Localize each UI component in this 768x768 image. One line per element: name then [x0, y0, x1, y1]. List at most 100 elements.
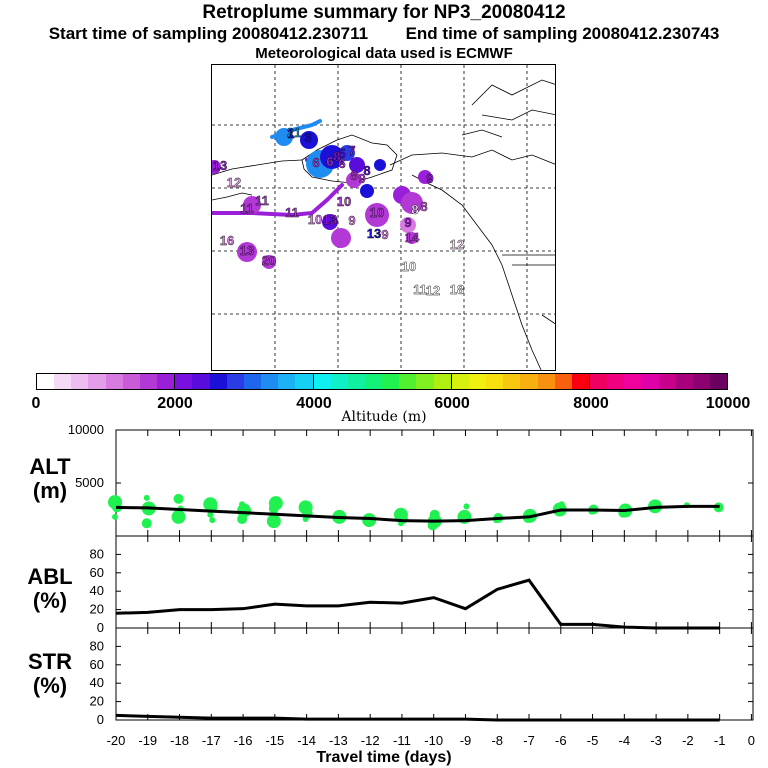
colorbar-swatch: [382, 374, 400, 389]
map-number-label: 8: [333, 149, 340, 164]
abl-label-line1: ABL: [27, 564, 73, 589]
map-number-label: 16: [220, 233, 234, 248]
map-number-label: 9: [404, 215, 411, 230]
altitude-point: [143, 494, 150, 501]
retroplume-map: 21 3 1 5 7 6 6 8 6 8 8 9 12 13 11 11 10 10 13 9 11 10 9 8 9 8 13 9 1…: [211, 64, 556, 371]
alt-panel: 5000 10000: [68, 422, 754, 537]
y-tick-label: 20: [90, 602, 104, 617]
alt-panel-label: ALT (m): [0, 455, 100, 503]
altitude-median-line: [115, 504, 720, 523]
x-axis-tick-labels: -20 -19 -18 -17 -16 -15 -14 -13 -12 -11 -10 -9 -8 -7-…: [107, 733, 755, 748]
met-data-label: Meteorological data used is ECMWF: [255, 45, 513, 62]
colorbar-swatch: [554, 374, 572, 389]
colorbar-swatch: [399, 374, 417, 389]
colorbar-swatch: [641, 374, 659, 389]
colorbar-swatch: [71, 374, 89, 389]
map-number-label: 13: [367, 226, 381, 241]
colorbar-tick-label: 8000: [573, 395, 609, 412]
colorbar-swatch: [607, 374, 625, 389]
str-panel-label: STR (%): [0, 650, 100, 698]
colorbar-swatch: [226, 374, 244, 389]
altitude-point: [298, 500, 313, 515]
colorbar-swatch: [433, 374, 452, 389]
colorbar-swatch: [122, 374, 140, 389]
x-tick-label: -13: [329, 733, 348, 748]
map-number-label: 9: [348, 213, 355, 228]
plume-blobs: [212, 128, 432, 269]
map-number-label: 1: [287, 126, 294, 141]
x-tick-label: -12: [361, 733, 380, 748]
colorbar-swatch: [261, 374, 279, 389]
map-number-label: 11: [285, 205, 299, 220]
colorbar-swatch: [416, 374, 434, 389]
map-number-label: 10: [337, 194, 351, 209]
map-coastlines: [212, 79, 555, 370]
map-number-label: 10: [402, 259, 416, 274]
colorbar-swatch: [571, 374, 590, 389]
x-tick-label: -9: [460, 733, 472, 748]
colorbar-swatch: [330, 374, 348, 389]
colorbar-swatch: [175, 374, 193, 389]
x-tick-label: -18: [170, 733, 189, 748]
map-number-label: 10: [370, 205, 384, 220]
y-tick-label: 60: [90, 657, 104, 672]
x-tick-label: -10: [424, 733, 443, 748]
altitude-point: [239, 501, 246, 508]
sampling-times: Start time of sampling 20080412.230711 E…: [0, 24, 768, 44]
colorbar-swatch: [139, 374, 158, 389]
colorbar-tick-label: 2000: [157, 395, 193, 412]
x-tick-label: -6: [555, 733, 567, 748]
x-tick-label: -16: [234, 733, 253, 748]
colorbar-swatch: [157, 374, 176, 389]
colorbar-swatch: [347, 374, 365, 389]
map-number-label: 13: [213, 158, 227, 173]
map-number-label: 9: [381, 227, 388, 242]
altitude-point: [429, 509, 440, 520]
map-number-label: 13: [240, 243, 254, 258]
colorbar-swatch: [710, 374, 728, 389]
y-tick-label: 10000: [68, 422, 104, 437]
x-tick-label: -20: [107, 733, 126, 748]
alt-label-line1: ALT: [29, 454, 71, 479]
colorbar-swatch: [192, 374, 210, 389]
colorbar-swatch: [503, 374, 521, 389]
y-tick-label: 5000: [75, 475, 104, 490]
x-tick-label: -14: [297, 733, 316, 748]
map-number-label: 7: [348, 143, 355, 158]
altitude-point: [393, 507, 408, 522]
colorbar-swatch: [520, 374, 538, 389]
str-label-line2: (%): [32, 673, 68, 698]
x-tick-label: -7: [523, 733, 535, 748]
map-number-label: 11: [413, 282, 427, 297]
altitude-point: [173, 493, 184, 504]
altitude-point: [209, 517, 216, 524]
altitude-colorbar: [36, 373, 728, 390]
end-time-label: End time of sampling 20080412.230743: [405, 24, 720, 43]
y-tick-label: 40: [90, 583, 104, 598]
start-time-label: Start time of sampling 20080412.230711: [48, 24, 369, 43]
map-number-label: 9: [426, 171, 433, 186]
map-number-label: 13: [323, 212, 337, 227]
colorbar-swatch: [675, 374, 693, 389]
x-tick-label: -2: [682, 733, 694, 748]
x-tick-label: -1: [714, 733, 726, 748]
x-tick-label: -5: [587, 733, 599, 748]
colorbar-swatch: [313, 374, 331, 389]
colorbar-tick-label: 0: [31, 395, 41, 412]
colorbar-swatch: [105, 374, 123, 389]
colorbar-swatch: [692, 374, 711, 389]
str-series-line: [115, 713, 720, 722]
altitude-point: [266, 514, 281, 529]
map-number-label: 12: [426, 283, 440, 298]
colorbar-axis-label: Altitude (m): [341, 409, 427, 425]
map-number-label: 6: [326, 154, 333, 169]
map-number-label: 8: [411, 202, 418, 217]
x-axis-title: Travel time (days): [316, 749, 452, 766]
abl-frame: [115, 535, 754, 629]
colorbar-swatch: [486, 374, 504, 389]
y-tick-label: 0: [97, 712, 104, 727]
colorbar-swatch: [54, 374, 72, 389]
x-tick-label: -8: [491, 733, 503, 748]
colorbar-swatch: [537, 374, 555, 389]
